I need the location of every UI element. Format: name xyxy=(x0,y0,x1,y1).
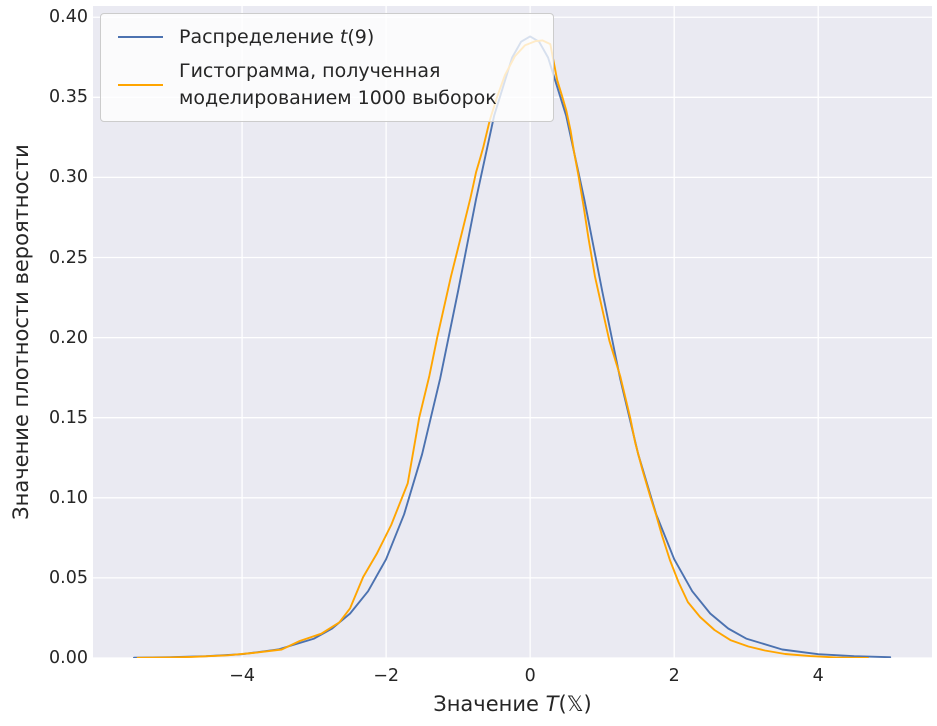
x-tick-label: 4 xyxy=(812,666,824,686)
y-tick-label: 0.05 xyxy=(49,567,88,588)
x-tick-label: 2 xyxy=(668,666,680,686)
y-tick-label: 0.20 xyxy=(49,327,88,348)
legend-item-t-distribution: Распределение t(9) xyxy=(113,24,541,51)
x-tick-label: 0 xyxy=(524,666,536,686)
x-tick-label: −4 xyxy=(229,666,255,686)
y-tick-label: 0.35 xyxy=(49,87,88,108)
line-simulated-kde xyxy=(136,39,869,658)
legend-label: Распределение t(9) xyxy=(179,26,375,48)
line-t-distribution xyxy=(133,35,892,658)
y-tick-label: 0.30 xyxy=(49,167,88,188)
legend: Распределение t(9) Гистограмма, полученн… xyxy=(100,13,554,122)
y-tick-label: 0.10 xyxy=(49,487,88,508)
x-tick-label: −2 xyxy=(373,666,400,686)
legend-label: Гистограмма, полученная моделированием 1… xyxy=(179,59,497,109)
legend-line-swatch-orange xyxy=(118,83,163,86)
y-tick-label: 0.40 xyxy=(49,7,88,28)
y-axis-label: Значение плотности вероятности xyxy=(9,144,33,520)
y-tick-label: 0.25 xyxy=(49,247,88,268)
legend-line-swatch-blue xyxy=(118,36,163,39)
x-axis-label: Значение T(𝕏) xyxy=(433,692,592,716)
y-tick-label: 0.00 xyxy=(49,648,88,668)
legend-item-histogram-kde: Гистограмма, полученная моделированием 1… xyxy=(113,58,541,112)
y-tick-label: 0.15 xyxy=(49,407,88,428)
